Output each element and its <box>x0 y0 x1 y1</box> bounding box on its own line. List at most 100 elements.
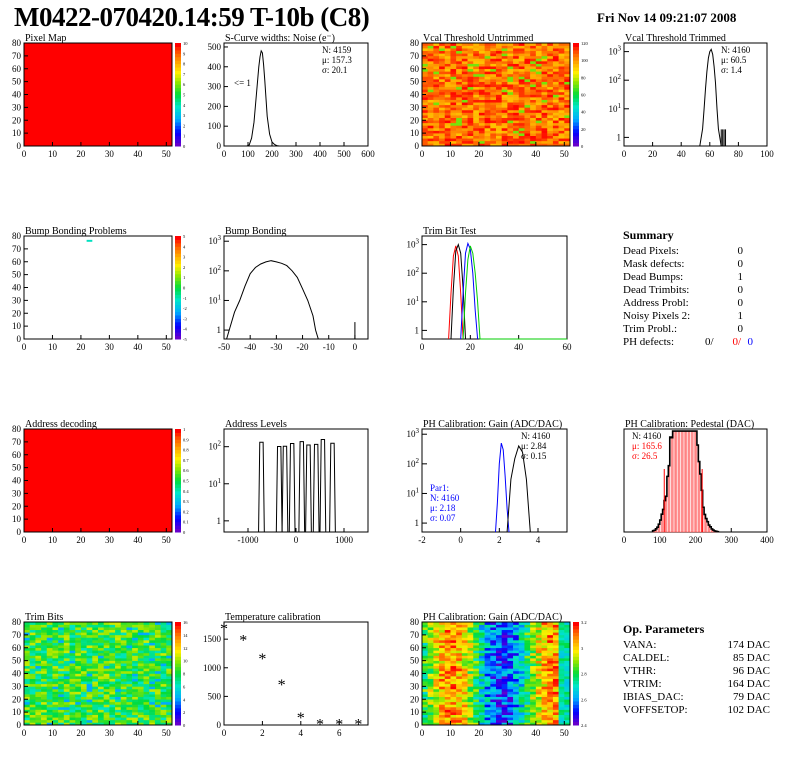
heatmap-cell <box>518 115 525 118</box>
colorbar-segment <box>175 53 181 58</box>
heatmap-cell <box>149 624 156 628</box>
heatmap-cell <box>126 676 133 679</box>
heatmap-cell <box>58 665 65 669</box>
heatmap-cell <box>439 140 446 144</box>
heatmap-cell <box>154 701 161 705</box>
y-tick-exponent: 2 <box>218 440 222 448</box>
heatmap-cell <box>427 642 434 646</box>
heatmap-cell <box>24 670 30 674</box>
heatmap-cell <box>35 627 42 631</box>
heatmap-cell <box>558 112 565 116</box>
heatmap-cell <box>552 66 559 70</box>
heatmap-cell <box>513 704 520 708</box>
colorbar-segment <box>573 697 579 702</box>
colorbar-segment <box>573 101 579 106</box>
colorbar-label: 0 <box>183 286 186 291</box>
y-tick-label: 103 <box>609 45 622 57</box>
colorbar-segment <box>175 121 181 126</box>
heatmap-cell <box>530 681 537 685</box>
heatmap-cell <box>558 627 565 631</box>
heatmap-cell <box>547 76 554 80</box>
heatmap-cell <box>137 634 144 638</box>
heatmap-cell <box>552 642 559 646</box>
heatmap-cell <box>35 629 42 633</box>
y-tick-exponent: 2 <box>618 73 622 81</box>
heatmap-cell <box>24 681 30 685</box>
summary-row-label: Address Probl: <box>623 297 689 309</box>
heatmap-cell <box>92 632 99 636</box>
heatmap-cell <box>496 53 502 57</box>
y-tick-exponent: 1 <box>618 102 622 110</box>
heatmap-cell <box>143 701 150 705</box>
heatmap-cell <box>524 652 531 656</box>
heatmap-cell <box>103 701 110 705</box>
heatmap-cell <box>456 66 463 70</box>
heatmap-cell <box>154 699 161 703</box>
heatmap-cell <box>115 683 122 687</box>
heatmap-cell <box>558 699 565 703</box>
stats-text: σ: 1.4 <box>721 65 742 75</box>
heatmap-cell <box>507 58 514 62</box>
heatmap-cell <box>52 647 59 651</box>
heatmap-cell <box>86 665 93 669</box>
heatmap-cell <box>461 652 468 656</box>
heatmap-cell <box>433 658 440 661</box>
colorbar-label: 1 <box>183 275 185 280</box>
x-tick-label: 50 <box>162 535 172 545</box>
heatmap-cell <box>513 683 520 687</box>
heatmap-cell <box>126 665 133 669</box>
heatmap-cell <box>473 704 480 708</box>
heatmap-cell <box>450 647 457 651</box>
heatmap-cell <box>154 704 161 708</box>
heatmap-cell <box>69 622 76 625</box>
heatmap-cell <box>126 691 133 695</box>
heatmap-cell <box>484 678 491 682</box>
heatmap-cell <box>103 655 110 659</box>
heatmap-cell <box>143 717 150 721</box>
colorbar-segment <box>573 711 579 716</box>
heatmap-cell <box>24 622 30 625</box>
heatmap-cell <box>530 122 537 126</box>
heatmap-cell <box>422 125 428 129</box>
heatmap-cell <box>427 71 434 75</box>
heatmap-cell <box>564 658 571 661</box>
op-parameter-value: 174 DAC <box>727 639 770 651</box>
heatmap-cell <box>433 676 440 679</box>
heatmap-cell <box>467 55 474 59</box>
heatmap-cell <box>513 681 520 685</box>
heatmap-cell <box>524 647 531 651</box>
heatmap-cell <box>103 650 110 654</box>
heatmap-cell <box>501 76 508 80</box>
heatmap-cell <box>24 652 30 656</box>
heatmap-cell <box>450 127 457 131</box>
heatmap-cell <box>535 701 542 705</box>
heatmap-cell <box>456 63 463 67</box>
heatmap-cell <box>490 84 497 88</box>
heatmap-cell <box>75 712 82 715</box>
heatmap-cell <box>41 642 48 646</box>
heatmap-cell <box>507 135 514 139</box>
heatmap-cell <box>518 673 525 677</box>
y-tick-label: 50 <box>12 270 22 280</box>
heatmap-cell <box>439 97 446 100</box>
heatmap-cell <box>166 652 173 656</box>
heatmap-cell <box>564 652 571 656</box>
heatmap-cell <box>513 91 520 95</box>
heatmap-cell <box>109 699 116 703</box>
x-tick-label: 100 <box>241 149 255 159</box>
heatmap-cell <box>558 645 565 649</box>
heatmap-cell <box>29 719 36 723</box>
heatmap-cell <box>490 714 497 718</box>
heatmap-cell <box>535 676 542 679</box>
chart-title: PH Calibration: Gain (ADC/DAC) <box>423 419 562 430</box>
heatmap-cell <box>450 717 457 721</box>
heatmap-cell <box>478 650 485 654</box>
heatmap-cell <box>41 712 48 715</box>
heatmap-cell <box>422 84 428 88</box>
heatmap-cell <box>484 73 491 77</box>
heatmap-cell <box>513 133 520 136</box>
heatmap-cell <box>29 658 36 661</box>
heatmap-cell <box>439 681 446 685</box>
heatmap-cell <box>450 55 457 59</box>
